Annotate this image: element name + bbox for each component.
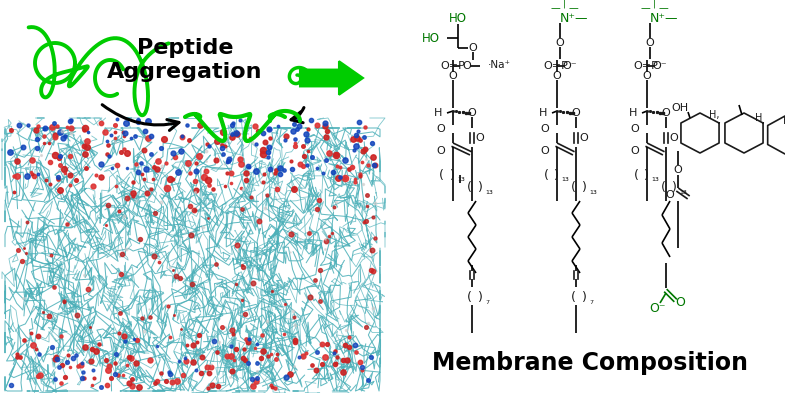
Text: ₁₃: ₁₃ (561, 173, 569, 183)
Text: —: — (568, 3, 578, 13)
Text: ₁₃: ₁₃ (679, 186, 687, 196)
Text: O=P: O=P (633, 61, 658, 71)
Text: |: | (652, 0, 655, 8)
Text: H,: H, (709, 110, 719, 120)
Text: (: ( (439, 169, 444, 182)
Text: O=P: O=P (543, 61, 568, 71)
Text: O: O (670, 133, 678, 143)
Text: |: | (562, 0, 566, 8)
Text: O: O (540, 146, 549, 156)
Text: O: O (571, 108, 580, 118)
Text: ₁₃: ₁₃ (589, 186, 597, 196)
Text: Membrane Composition: Membrane Composition (432, 351, 748, 375)
Text: (: ( (660, 182, 666, 195)
Text: O: O (630, 124, 639, 134)
Text: ): ) (477, 182, 483, 195)
Text: H: H (755, 113, 763, 123)
Text: —: — (658, 3, 668, 13)
Text: ₁₃: ₁₃ (457, 173, 465, 183)
Text: O: O (579, 133, 589, 143)
Text: (: ( (633, 169, 638, 182)
Text: Peptide
Aggregation: Peptide Aggregation (108, 39, 263, 82)
Text: (: ( (571, 292, 575, 305)
Text: O: O (674, 165, 682, 175)
Text: ): ) (477, 292, 483, 305)
Text: O: O (540, 124, 549, 134)
Text: O=P: O=P (440, 61, 465, 71)
Text: O⁻: O⁻ (563, 61, 577, 71)
Text: (: ( (543, 169, 549, 182)
Text: O: O (462, 61, 471, 71)
Text: O: O (448, 71, 458, 81)
Text: (: ( (466, 182, 472, 195)
Text: O: O (645, 38, 655, 48)
Text: N⁺—: N⁺— (560, 11, 589, 24)
Text: O: O (469, 43, 477, 53)
Text: O: O (556, 38, 564, 48)
Text: (: ( (571, 182, 575, 195)
Text: O: O (468, 108, 476, 118)
Text: O⁻: O⁻ (648, 301, 665, 314)
Text: —: — (640, 3, 650, 13)
Text: O: O (662, 108, 670, 118)
Text: O: O (630, 146, 639, 156)
Text: ₇: ₇ (589, 296, 593, 306)
Text: ): ) (671, 182, 677, 195)
Text: OH: OH (671, 103, 688, 113)
Text: (: ( (466, 292, 472, 305)
Text: O: O (476, 133, 484, 143)
Text: ₇: ₇ (485, 296, 489, 306)
Text: H: H (629, 108, 637, 118)
Text: O: O (436, 124, 445, 134)
Text: H: H (783, 116, 785, 126)
Text: ): ) (582, 182, 586, 195)
Text: O: O (675, 296, 685, 310)
Text: HO: HO (449, 11, 467, 24)
Text: N⁺—: N⁺— (650, 11, 678, 24)
Text: O: O (553, 71, 561, 81)
Text: O: O (643, 71, 652, 81)
Text: ₁₃: ₁₃ (651, 173, 659, 183)
Text: ): ) (450, 169, 455, 182)
Text: —: — (550, 3, 560, 13)
Text: H: H (433, 108, 442, 118)
Text: O⁻: O⁻ (652, 61, 667, 71)
Text: ): ) (553, 169, 558, 182)
Text: O: O (436, 146, 445, 156)
Polygon shape (300, 61, 363, 95)
Text: ): ) (644, 169, 648, 182)
Text: ₁₃: ₁₃ (485, 186, 493, 196)
Text: HO: HO (422, 31, 440, 44)
Text: ·Na⁺: ·Na⁺ (488, 60, 511, 70)
Text: ): ) (582, 292, 586, 305)
Text: H: H (539, 108, 547, 118)
Text: O: O (666, 190, 674, 200)
